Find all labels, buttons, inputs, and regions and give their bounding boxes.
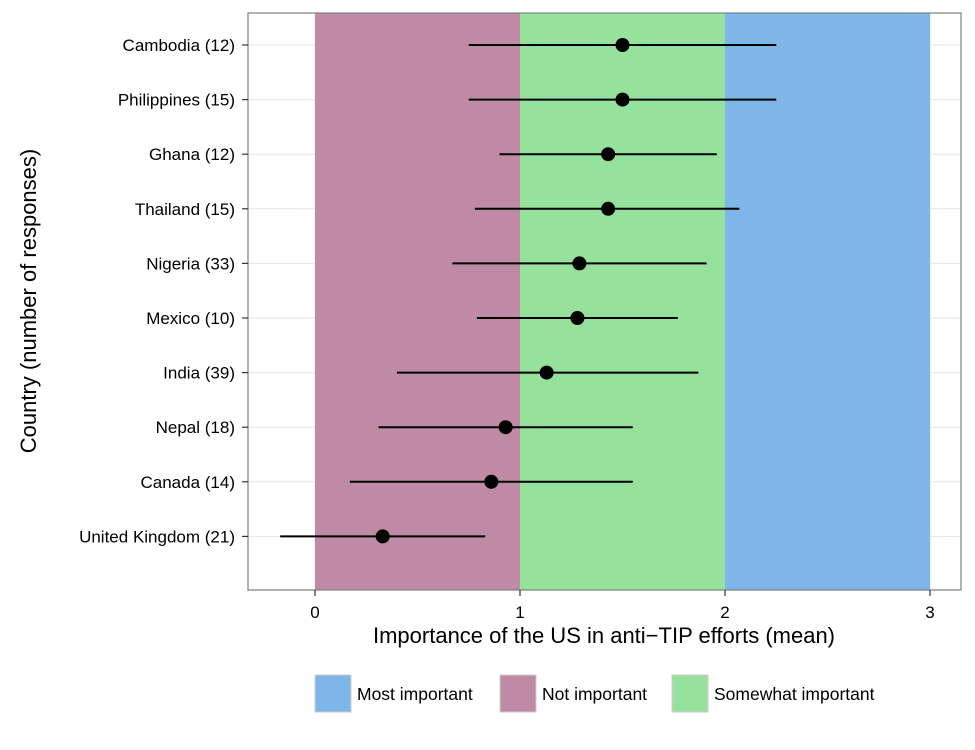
- y-tick-label: United Kingdom (21): [79, 527, 235, 546]
- y-tick-label: Canada (14): [140, 473, 235, 492]
- band-most-important: [725, 13, 930, 590]
- x-tick-label: 1: [515, 603, 524, 622]
- y-tick-label: Nepal (18): [156, 418, 235, 437]
- legend-key: [314, 674, 352, 713]
- mean-point: [615, 92, 630, 107]
- legend-item-background: [671, 675, 909, 713]
- mean-point: [498, 420, 513, 435]
- mean-point: [572, 256, 587, 271]
- legend-item: Not important: [499, 674, 662, 713]
- plot-area: [248, 13, 961, 590]
- legend-key: [671, 674, 709, 713]
- mean-point: [615, 38, 630, 52]
- y-tick-label: Mexico (10): [146, 309, 235, 328]
- axes: Cambodia (12) Philippines (15) Ghana (12) T…: [79, 12, 962, 622]
- y-tick-label: Nigeria (33): [146, 254, 235, 273]
- x-axis-title: Importance of the US in anti−TIP efforts…: [373, 623, 835, 648]
- legend-item: Somewhat important: [671, 674, 909, 713]
- y-tick-label: Thailand (15): [135, 200, 235, 219]
- band-not-important: [315, 13, 520, 590]
- mean-point: [375, 529, 390, 544]
- mean-point: [601, 201, 616, 216]
- panel-border: [247, 12, 962, 591]
- legend-label: Most important: [357, 684, 473, 704]
- legend-item: Most important: [314, 674, 494, 713]
- x-tick-label: 3: [925, 603, 934, 622]
- mean-point: [601, 147, 616, 162]
- y-tick-label: Ghana (12): [149, 145, 235, 164]
- mean-point: [570, 311, 585, 325]
- x-tick-label: 2: [720, 603, 729, 622]
- mean-point: [539, 365, 554, 380]
- y-tick-label: India (39): [163, 364, 235, 383]
- y-axis-title: Country (number of responses): [16, 149, 41, 453]
- mean-point: [484, 474, 499, 489]
- y-tick-label: Philippines (15): [118, 91, 235, 110]
- legend-label: Not important: [542, 684, 647, 704]
- legend: Most important Not important Somewhat impo…: [314, 674, 909, 713]
- x-tick-label: 0: [310, 603, 319, 622]
- legend-label: Somewhat important: [714, 684, 875, 704]
- y-tick-label: Cambodia (12): [123, 36, 235, 55]
- legend-key: [499, 674, 537, 713]
- band-somewhat-important: [520, 13, 725, 590]
